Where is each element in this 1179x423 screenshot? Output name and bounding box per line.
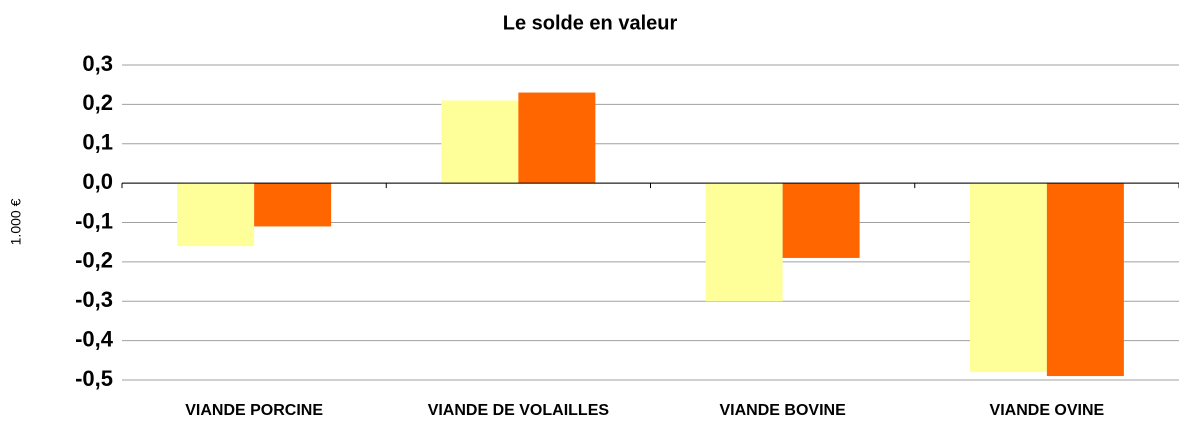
- bar: [441, 100, 519, 184]
- x-tick-label: VIANDE DE VOLAILLES: [428, 402, 610, 419]
- y-tick-label: -0,2: [75, 248, 113, 273]
- y-tick-label: 0,2: [82, 90, 113, 115]
- chart-title: Le solde en valeur: [503, 12, 678, 34]
- x-tick-label: VIANDE OVINE: [990, 402, 1105, 419]
- y-tick-label: -0,3: [75, 287, 113, 312]
- y-tick-label: 0,1: [82, 130, 113, 155]
- y-tick-label: 0,0: [82, 169, 113, 194]
- y-axis-label: 1.000 €: [8, 198, 24, 245]
- y-tick-label: -0,1: [75, 208, 113, 233]
- bar: [705, 183, 783, 302]
- bar: [518, 92, 596, 184]
- bar: [1046, 183, 1124, 377]
- y-tick-label: -0,5: [75, 366, 113, 391]
- x-tick-label: VIANDE BOVINE: [720, 402, 847, 419]
- bar: [177, 183, 255, 247]
- x-tick-label: VIANDE PORCINE: [185, 402, 323, 419]
- bar: [782, 183, 860, 258]
- y-tick-label: 0,3: [82, 51, 113, 76]
- bar: [254, 183, 332, 227]
- bar: [969, 183, 1047, 373]
- y-tick-label: -0,4: [75, 326, 114, 351]
